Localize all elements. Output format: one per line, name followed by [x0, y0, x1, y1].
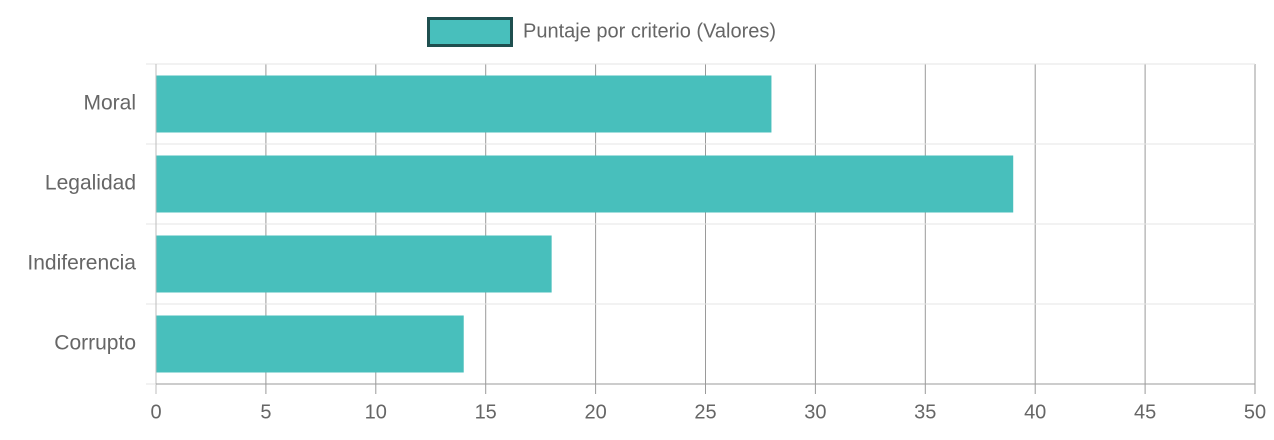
x-tick-label: 35 [914, 401, 936, 423]
axes [155, 64, 1255, 385]
x-tick-label: 50 [1244, 401, 1266, 423]
x-tick-label: 5 [260, 401, 271, 423]
y-category-label: Legalidad [45, 172, 136, 195]
x-tick-label: 40 [1024, 401, 1046, 423]
x-tick-label: 25 [694, 401, 716, 423]
bar[interactable] [156, 155, 1014, 213]
bar[interactable] [156, 235, 552, 293]
x-tick-label: 20 [584, 401, 606, 423]
y-category-label: Corrupto [54, 332, 136, 355]
x-axis-tick-labels: 0 5 10 15 20 25 30 35 40 45 50 [150, 401, 1266, 423]
legend-swatch [427, 17, 513, 47]
x-tick-label: 15 [475, 401, 497, 423]
y-category-label: Indiferencia [27, 252, 136, 275]
legend[interactable]: Puntaje por criterio (Valores) [427, 17, 777, 47]
bar[interactable] [156, 315, 464, 373]
bar[interactable] [156, 75, 772, 133]
legend-label: Puntaje por criterio (Valores) [523, 20, 776, 42]
bars [156, 75, 1014, 373]
x-tick-label: 30 [804, 401, 826, 423]
x-tick-label: 10 [365, 401, 387, 423]
y-category-label: Moral [83, 92, 136, 115]
x-tick-label: 45 [1134, 401, 1156, 423]
y-axis-category-labels: Moral Legalidad Indiferencia Corrupto [27, 92, 136, 355]
x-tick-label: 0 [150, 401, 161, 423]
